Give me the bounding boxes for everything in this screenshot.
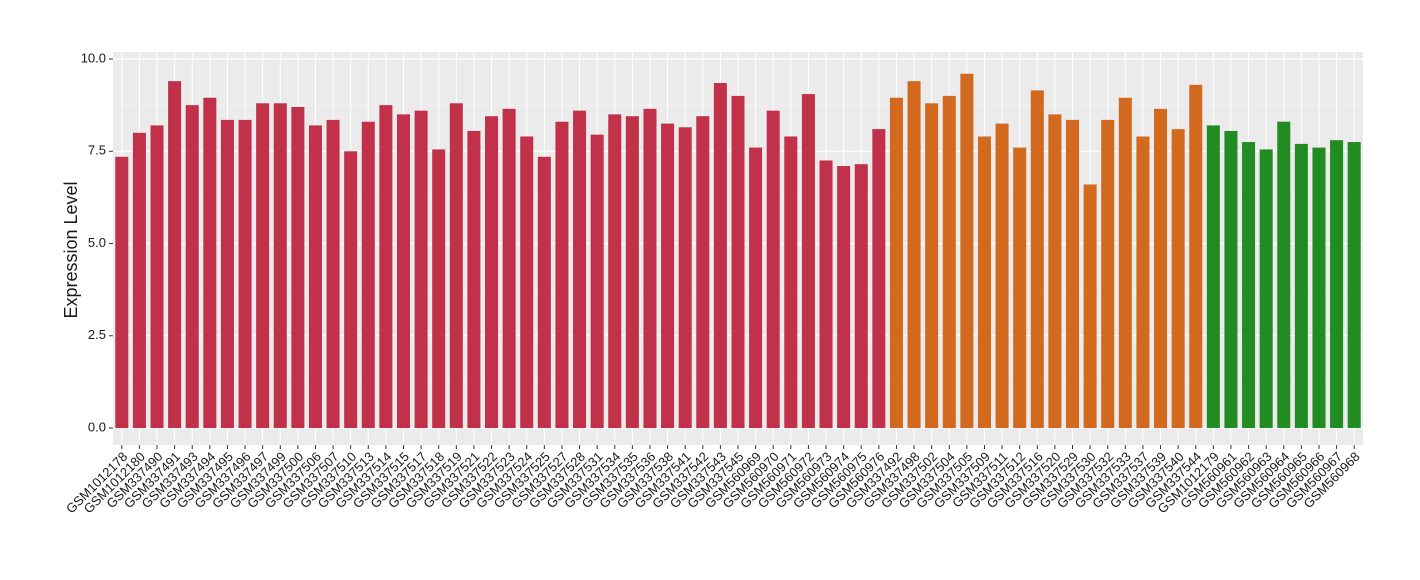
y-tick-label: 2.5 [88, 327, 106, 342]
bar [1259, 149, 1273, 429]
bar [132, 132, 146, 429]
bar [537, 156, 551, 429]
bar [203, 97, 217, 429]
bar [185, 105, 199, 429]
bar [168, 81, 182, 429]
bar [1206, 125, 1220, 429]
bar [942, 95, 956, 429]
bar [1101, 119, 1115, 429]
bar [889, 97, 903, 429]
bar [379, 105, 393, 429]
y-axis-label: Expression Level [61, 181, 81, 318]
bar [308, 125, 322, 429]
bar [925, 103, 939, 429]
bar [432, 149, 446, 429]
bar [766, 110, 780, 429]
bar [1347, 142, 1361, 429]
bar [1154, 108, 1168, 429]
bar [115, 156, 129, 429]
bar [784, 136, 798, 429]
bar [1171, 129, 1185, 429]
bar [1013, 147, 1027, 429]
bar [1065, 119, 1080, 429]
bar [1136, 136, 1150, 429]
bar [625, 116, 639, 429]
bar [1189, 84, 1203, 429]
bar [1048, 114, 1062, 429]
bar [1242, 142, 1256, 429]
bar [1083, 184, 1097, 429]
bar [573, 110, 587, 429]
bar [696, 116, 710, 429]
bar [801, 94, 815, 429]
bar [872, 129, 886, 429]
bar [590, 134, 604, 429]
bar [467, 130, 481, 429]
bar [291, 106, 305, 429]
bar [555, 121, 569, 429]
bar [837, 166, 851, 429]
bar [678, 127, 692, 429]
bar [608, 114, 622, 429]
bar [1030, 90, 1044, 429]
bar [1277, 121, 1291, 429]
bar [520, 136, 534, 429]
bar [396, 114, 411, 429]
bar [960, 73, 974, 429]
bar [643, 108, 657, 429]
bar [1294, 143, 1308, 429]
bar [713, 82, 727, 429]
bar [238, 119, 252, 429]
bar [1312, 147, 1326, 429]
bar [502, 108, 516, 429]
y-tick-label: 10.0 [81, 50, 106, 65]
bar [819, 160, 833, 429]
bar [150, 125, 164, 429]
bar [661, 123, 675, 429]
bar [1330, 140, 1344, 429]
bar [977, 136, 991, 429]
bar [907, 81, 921, 429]
bar [749, 147, 763, 429]
bar [414, 110, 428, 429]
bar [731, 95, 745, 429]
y-tick-label: 0.0 [88, 419, 106, 434]
y-tick-label: 5.0 [88, 235, 106, 250]
bar [485, 116, 499, 429]
bar [326, 119, 340, 429]
bar [995, 123, 1009, 429]
bar [1224, 130, 1238, 429]
bar [854, 164, 868, 429]
y-tick-label: 7.5 [88, 143, 106, 158]
bar [449, 103, 463, 429]
bar [273, 103, 287, 429]
bar [361, 121, 375, 429]
bar [344, 151, 358, 429]
bar [256, 103, 270, 429]
bar [220, 119, 234, 429]
bar [1118, 97, 1132, 429]
